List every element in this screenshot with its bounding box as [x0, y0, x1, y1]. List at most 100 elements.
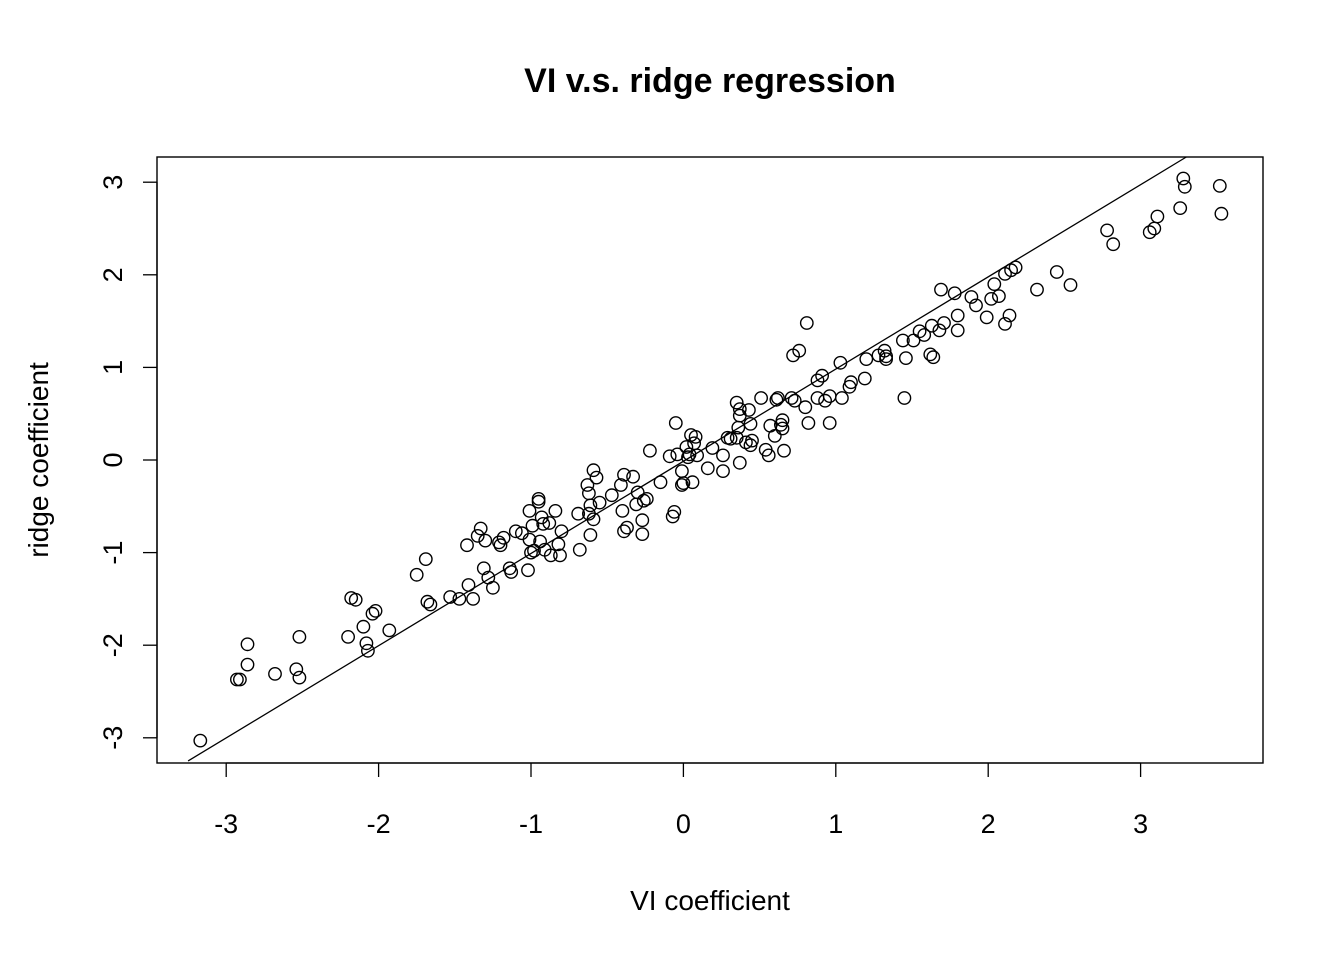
data-point	[932, 323, 947, 338]
data-point	[937, 316, 951, 330]
data-point	[690, 448, 704, 463]
y-tick-label: -3	[98, 726, 128, 750]
data-point	[833, 355, 848, 370]
plot-frame	[156, 156, 1264, 764]
data-point	[617, 524, 631, 539]
y-tick-label: -1	[98, 541, 128, 565]
data-point	[525, 518, 540, 533]
data-point	[675, 478, 689, 492]
data-point	[356, 619, 371, 634]
data-point	[716, 464, 730, 478]
x-tick-label: -1	[519, 809, 543, 839]
data-point	[524, 545, 538, 560]
data-point	[784, 391, 799, 405]
x-axis: -3 -2 -1 0 1 2 3	[214, 762, 1148, 839]
data-point	[1030, 282, 1044, 297]
y-tick-label: 2	[98, 267, 128, 282]
data-point	[341, 630, 355, 644]
data-point	[1212, 178, 1227, 193]
data-point	[586, 463, 601, 478]
data-point	[926, 350, 941, 365]
data-point	[964, 290, 979, 304]
data-point	[232, 672, 247, 687]
data-point	[452, 592, 467, 606]
data-point	[987, 277, 1002, 291]
data-point	[979, 310, 994, 325]
data-point	[580, 478, 595, 492]
data-point	[879, 349, 893, 364]
data-point	[492, 535, 506, 550]
y-axis-label: ridge coefficient	[23, 362, 54, 558]
y-tick-label: 0	[98, 452, 128, 467]
x-axis-label: VI coefficient	[630, 885, 790, 916]
data-point	[635, 513, 650, 528]
data-point	[360, 643, 375, 658]
data-point	[754, 391, 768, 405]
data-point	[643, 443, 657, 458]
data-point	[572, 542, 587, 557]
data-point	[818, 393, 832, 408]
data-point	[1002, 308, 1017, 323]
data-point	[531, 491, 546, 506]
data-point	[700, 461, 715, 476]
data-point	[551, 537, 566, 552]
data-point	[775, 413, 790, 428]
data-point	[879, 352, 893, 366]
data-point	[1150, 209, 1165, 224]
data-point	[1008, 260, 1023, 275]
data-point	[675, 464, 689, 478]
data-point	[409, 567, 424, 582]
data-point	[716, 448, 730, 463]
data-point	[365, 606, 380, 621]
data-point	[508, 524, 523, 539]
data-point	[548, 503, 563, 518]
data-point	[810, 373, 825, 388]
data-point	[969, 298, 983, 313]
data-point	[792, 343, 807, 358]
data-point	[685, 475, 700, 490]
data-point	[745, 433, 759, 448]
data-point	[615, 503, 630, 518]
reference-line-layer	[187, 156, 1187, 762]
data-point	[522, 503, 537, 518]
data-point	[382, 623, 397, 638]
data-point	[292, 670, 307, 685]
data-point	[521, 563, 535, 578]
data-point	[998, 316, 1012, 331]
data-point	[859, 352, 874, 366]
x-tick-label: 1	[828, 809, 843, 839]
data-point	[368, 604, 383, 618]
data-point	[1177, 179, 1192, 194]
data-point	[732, 402, 747, 416]
x-tick-label: -3	[214, 809, 238, 839]
data-point	[775, 421, 790, 436]
data-point	[681, 450, 695, 465]
data-point	[542, 516, 557, 530]
data-point	[553, 548, 567, 563]
data-point	[777, 443, 791, 458]
y-tick-label: 1	[98, 360, 128, 375]
data-point	[761, 448, 776, 463]
data-point	[769, 392, 784, 407]
data-point	[1063, 278, 1078, 292]
data-point	[844, 375, 858, 390]
data-point	[536, 517, 551, 531]
data-point	[583, 528, 598, 542]
data-point	[617, 467, 631, 482]
data-point	[801, 416, 816, 430]
x-tick-label: 0	[676, 809, 691, 839]
points-layer	[193, 171, 1229, 748]
data-point	[418, 552, 433, 566]
data-point	[543, 548, 558, 563]
data-point	[1214, 206, 1229, 221]
data-point	[571, 506, 586, 521]
data-point	[620, 520, 634, 535]
data-point	[934, 282, 948, 297]
y-tick-label: 3	[98, 175, 128, 190]
data-point	[626, 469, 640, 484]
data-point	[668, 416, 683, 430]
data-point	[679, 440, 694, 454]
data-point	[268, 667, 282, 681]
data-point	[423, 597, 438, 612]
